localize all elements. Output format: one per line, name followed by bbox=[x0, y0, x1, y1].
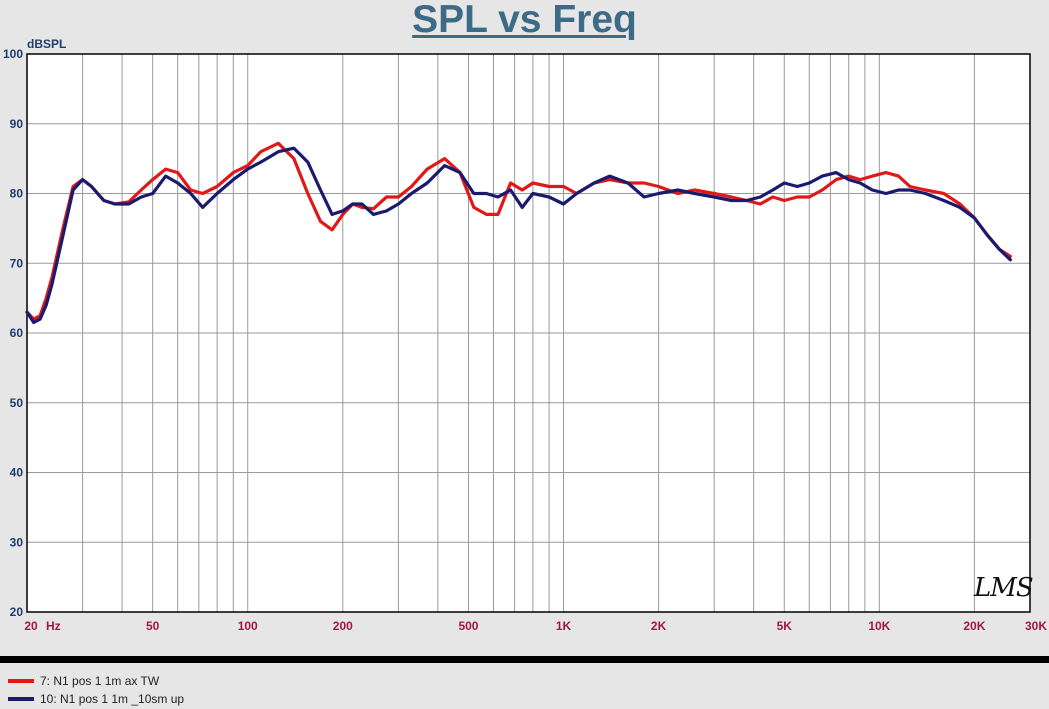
y-tick-label: 30 bbox=[10, 535, 24, 549]
legend-item-series-2: 10: N1 pos 1 1m _10sm up bbox=[8, 692, 184, 706]
y-tick-label: 50 bbox=[10, 396, 24, 410]
x-tick-label: 200 bbox=[333, 619, 353, 633]
legend-divider bbox=[0, 656, 1049, 663]
y-tick-label: 90 bbox=[10, 117, 24, 131]
y-tick-label: 40 bbox=[10, 466, 24, 480]
y-tick-label: 80 bbox=[10, 187, 24, 201]
x-tick-label: 500 bbox=[458, 619, 478, 633]
chart-grid bbox=[26, 53, 1031, 613]
x-axis-unit: Hz bbox=[46, 619, 61, 633]
x-tick-label: 2K bbox=[651, 619, 667, 633]
x-tick-label: 30K bbox=[1025, 619, 1047, 633]
lms-logo: LMS bbox=[974, 573, 1034, 603]
x-tick-label: 50 bbox=[146, 619, 160, 633]
legend-label-series-2: 10: N1 pos 1 1m _10sm up bbox=[40, 692, 185, 706]
x-tick-label: 100 bbox=[238, 619, 258, 633]
legend-swatch-series-1 bbox=[8, 679, 34, 683]
chart-series bbox=[25, 141, 1013, 325]
x-tick-label: 1K bbox=[556, 619, 572, 633]
y-tick-label: 20 bbox=[10, 605, 24, 619]
x-tick-label: 5K bbox=[777, 619, 793, 633]
x-tick-label: 10K bbox=[868, 619, 890, 633]
legend-label-series-1: 7: N1 pos 1 1m ax TW bbox=[40, 674, 160, 688]
series-line-2 bbox=[25, 146, 1013, 325]
legend-item-series-1: 7: N1 pos 1 1m ax TW bbox=[8, 674, 159, 688]
chart-title: SPL vs Freq bbox=[412, 0, 637, 41]
y-axis-label: dBSPL bbox=[27, 37, 66, 51]
axis-ticks: 20 30 40 50 60 70 80 90 100 20 50 100 200 500 1K 2K 5K 10… bbox=[3, 47, 1047, 633]
legend-swatch-series-2 bbox=[8, 697, 34, 701]
x-tick-label: 20K bbox=[963, 619, 985, 633]
plot-border bbox=[26, 53, 1031, 613]
y-tick-label: 60 bbox=[10, 326, 24, 340]
y-tick-label: 70 bbox=[10, 256, 24, 270]
x-tick-label: 20 bbox=[24, 619, 38, 633]
y-tick-label: 100 bbox=[3, 47, 23, 61]
